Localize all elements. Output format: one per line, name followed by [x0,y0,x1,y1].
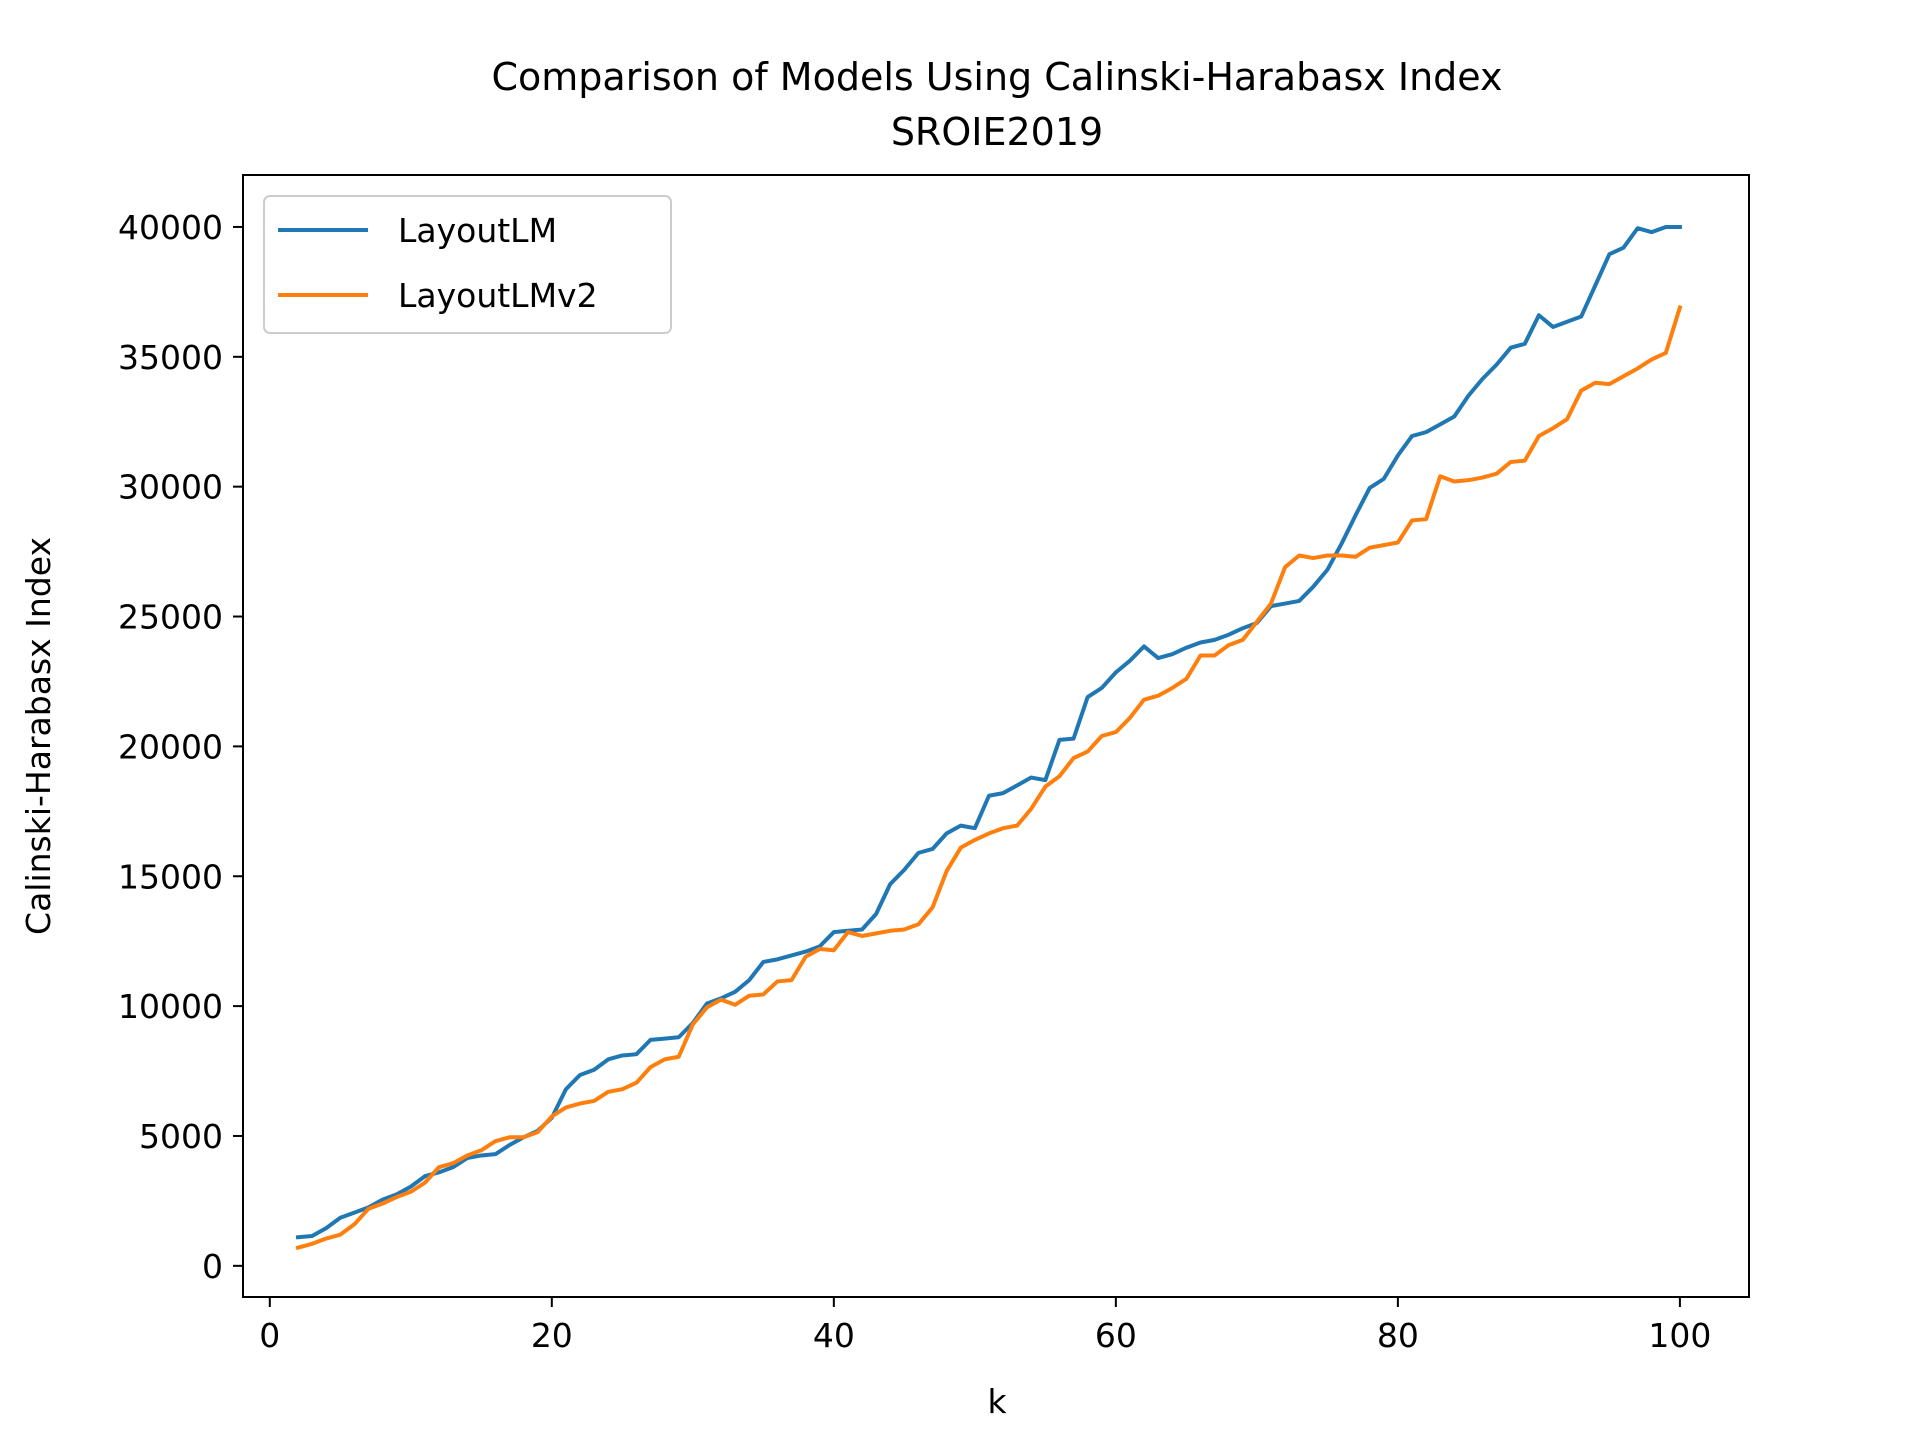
series-line-layoutlmv2 [295,304,1683,1251]
legend: LayoutLM LayoutLMv2 [263,195,672,334]
y-tick-label: 15000 [118,857,223,896]
x-axis-label: k [987,1382,1007,1421]
x-tick-label: 80 [1377,1316,1419,1355]
axes-frame [242,174,1750,1298]
y-tick-label: 0 [202,1247,223,1286]
y-axis-label: Calinski-Harabasx Index [19,537,58,935]
x-axis-ticks: 0 20 40 60 80 100 [259,1297,1711,1355]
y-tick-label: 5000 [139,1117,223,1156]
y-tick-label: 20000 [118,727,223,766]
x-tick-label: 0 [259,1316,280,1355]
x-tick-label: 20 [531,1316,573,1355]
y-tick-label: 40000 [118,208,223,247]
series-layer [295,224,1683,1251]
legend-label-layoutlmv2: LayoutLMv2 [398,276,598,315]
x-tick-label: 100 [1648,1316,1711,1355]
y-tick-label: 30000 [118,468,223,507]
y-tick-label: 10000 [118,987,223,1026]
y-tick-label: 35000 [118,338,223,377]
y-tick-label: 25000 [118,598,223,637]
x-tick-label: 60 [1095,1316,1137,1355]
plot-area: 0 20 40 60 80 100 0 5000 10000 15000 20000 25000 30… [118,174,1750,1355]
chart-subtitle: SROIE2019 [891,110,1103,154]
x-tick-label: 40 [813,1316,855,1355]
y-axis-ticks: 0 5000 10000 15000 20000 25000 30000 35000 40000 [118,208,243,1286]
legend-label-layoutlm: LayoutLM [398,211,557,250]
chart-title: Comparison of Models Using Calinski-Hara… [492,55,1503,99]
